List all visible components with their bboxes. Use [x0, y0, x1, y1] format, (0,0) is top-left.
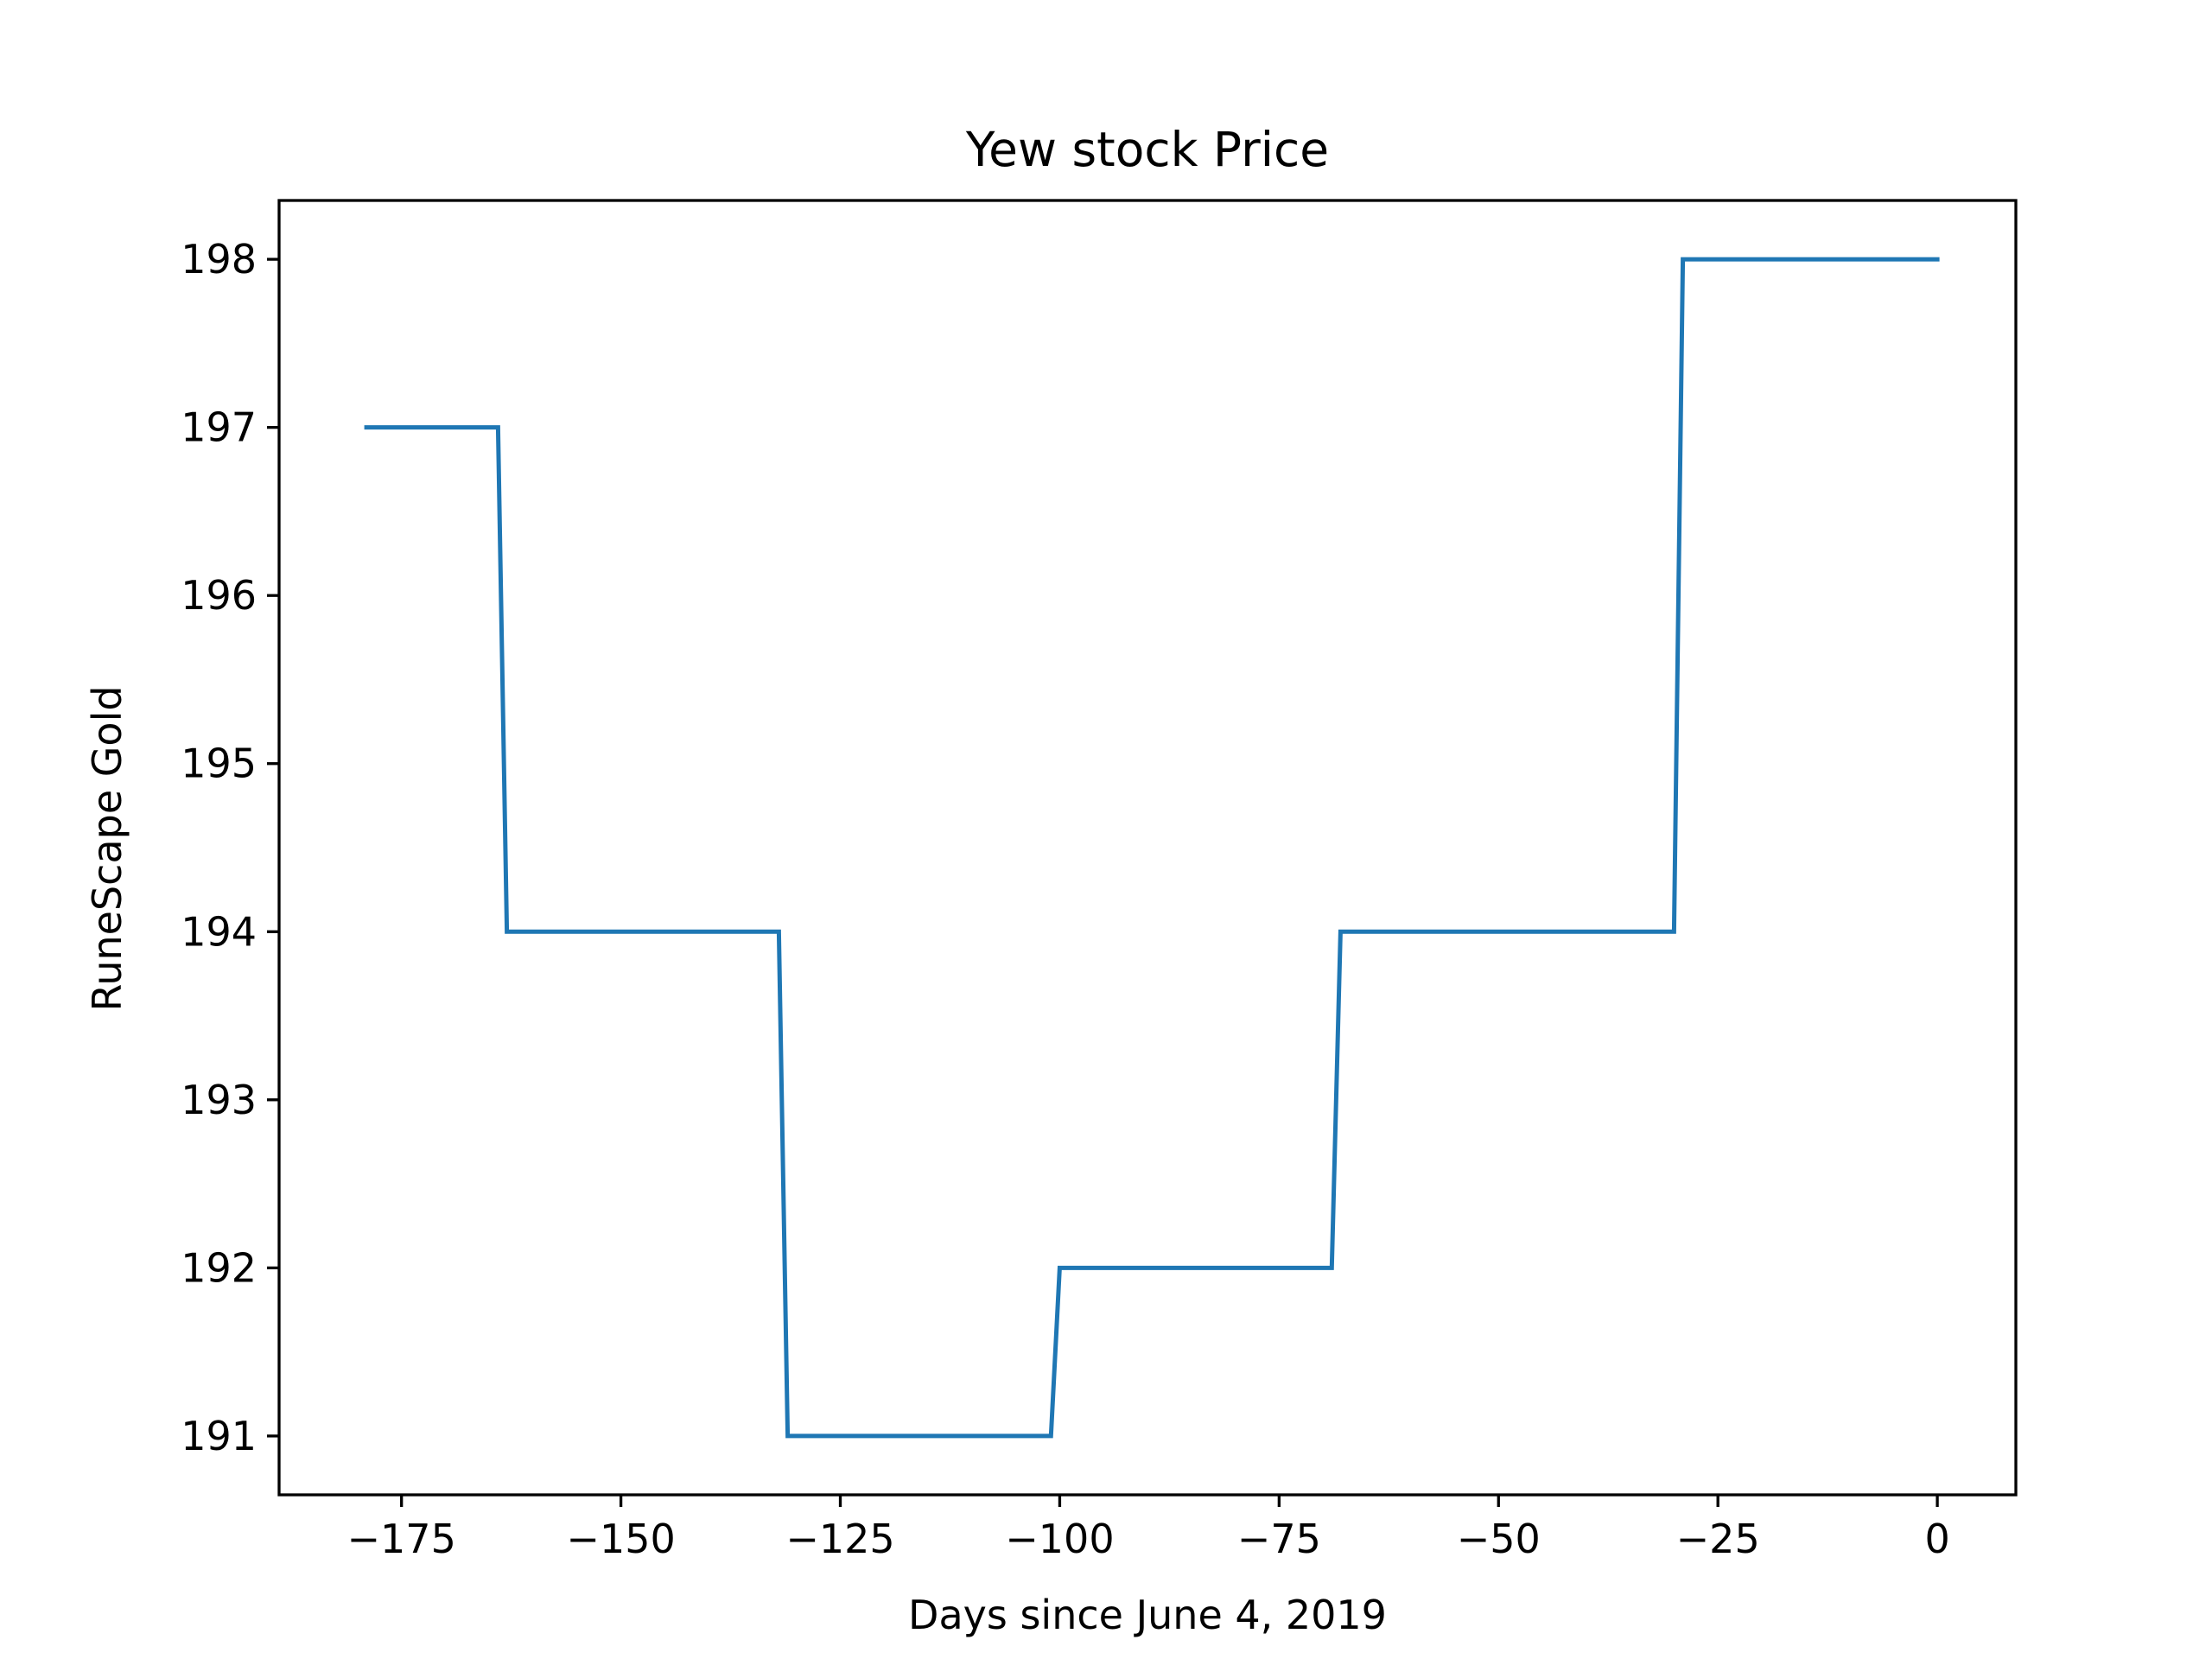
x-tick-label: 0 — [1924, 1516, 1949, 1562]
y-tick-label: 198 — [181, 236, 257, 283]
y-tick-label: 196 — [181, 572, 257, 619]
y-tick-label: 195 — [181, 741, 257, 787]
x-tick-label: −125 — [785, 1516, 894, 1562]
x-axis-title: Days since June 4, 2019 — [908, 1592, 1387, 1638]
y-tick-label: 197 — [181, 404, 257, 451]
x-tick-label: −50 — [1457, 1516, 1541, 1562]
axes-frame — [277, 199, 2018, 1497]
y-tick-label: 193 — [181, 1077, 257, 1123]
y-tick-label: 192 — [181, 1244, 257, 1291]
x-tick-label: −25 — [1676, 1516, 1760, 1562]
x-tick-label: −100 — [1005, 1516, 1114, 1562]
x-tick-label: −150 — [566, 1516, 675, 1562]
chart-title: Yew stock Price — [965, 122, 1329, 177]
x-tick-label: −175 — [347, 1516, 456, 1562]
x-axis-ticks: −175 −150 −125 −100 −75 −50 −25 0 — [347, 1495, 1950, 1562]
y-axis-title: RuneScape Gold — [84, 685, 130, 1011]
y-tick-label: 191 — [181, 1413, 257, 1459]
series-line — [364, 257, 1940, 1439]
x-tick-label: −75 — [1237, 1516, 1321, 1562]
series-layer — [364, 257, 1940, 1439]
y-axis-ticks: 191 192 193 194 195 196 197 198 — [181, 236, 279, 1459]
y-tick-label: 194 — [181, 908, 257, 955]
